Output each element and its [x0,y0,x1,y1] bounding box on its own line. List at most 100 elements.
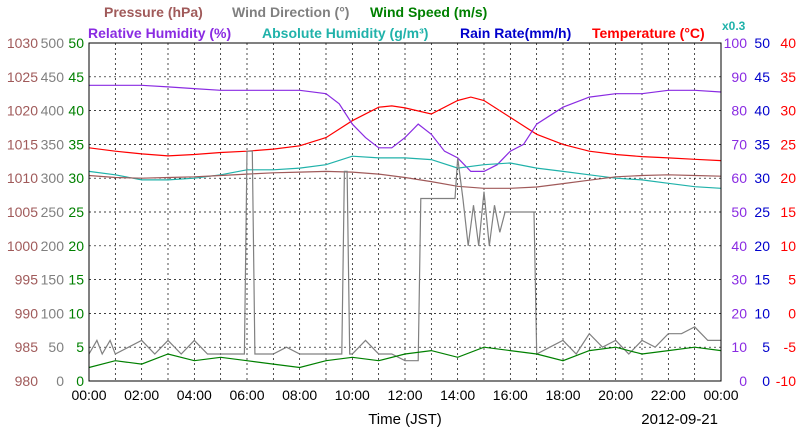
y-tick-temperature: 25 [780,136,796,152]
y-tick-wind-direction: 500 [41,35,65,51]
y-tick-wind-speed: 45 [68,69,84,85]
y-tick-humidity: 40 [731,238,747,254]
y-tick-pressure: 995 [15,272,39,288]
y-tick-pressure: 1015 [7,136,38,152]
x-tick-label: 02:00 [124,387,159,403]
y-tick-rain-rate: 5 [762,339,770,355]
y-tick-wind-direction: 200 [41,238,65,254]
y-tick-temperature: 40 [780,35,796,51]
legend-wind-speed: Wind Speed (m/s) [370,4,487,20]
x-tick-label: 16:00 [493,387,528,403]
y-tick-wind-speed: 10 [68,305,84,321]
series-line-wind-direction [88,150,721,362]
y-tick-temperature: -10 [776,373,796,389]
y-tick-temperature: 0 [788,305,796,321]
y-tick-wind-direction: 150 [41,272,65,288]
y-tick-wind-speed: 20 [68,238,84,254]
y-tick-wind-speed: 15 [68,272,84,288]
y-tick-humidity: 20 [731,305,747,321]
series-line-wind-speed-m-s [88,346,722,369]
y-tick-pressure: 1025 [7,69,38,85]
x-tick-label: 04:00 [177,387,212,403]
legend: Pressure (hPa) Wind Direction (°) Wind S… [88,4,746,41]
x-tick-label: 08:00 [282,387,317,403]
y-tick-temperature: 15 [780,204,796,220]
y-tick-wind-direction: 100 [41,305,65,321]
y-tick-rain-rate: 10 [754,305,770,321]
y-tick-pressure: 1030 [7,35,38,51]
legend-rain-rate: Rain Rate(mm/h) [460,25,571,41]
y-tick-rain-rate: 50 [754,35,770,51]
y-tick-wind-direction: 250 [41,204,65,220]
y-tick-humidity: 80 [731,103,747,119]
y-tick-pressure: 980 [15,373,39,389]
y-tick-rain-rate: 25 [754,204,770,220]
y-axes: 1030102510201015101010051000995990985980… [7,35,796,389]
series [88,84,722,369]
x-tick-label: 00:00 [703,387,738,403]
y-tick-wind-direction: 0 [56,373,64,389]
x-axis: 00:00 02:00 04:00 06:00 08:00 10:00 12:00 14:00… [71,387,738,403]
y-tick-wind-speed: 35 [68,136,84,152]
y-tick-rain-rate: 15 [754,272,770,288]
y-tick-wind-speed: 50 [68,35,84,51]
series-line-temperature-c [88,96,722,162]
y-tick-pressure: 1010 [7,170,38,186]
x-tick-label: 06:00 [229,387,264,403]
y-tick-temperature: 20 [780,170,796,186]
y-tick-wind-speed: 25 [68,204,84,220]
plot-frame [88,42,722,382]
y-tick-temperature: -5 [784,339,797,355]
x-tick-label: 12:00 [387,387,422,403]
x-tick-label: 10:00 [335,387,370,403]
y-tick-rain-rate: 0 [762,373,770,389]
y-tick-rain-rate: 40 [754,103,770,119]
scale-note: x0.3 [722,19,746,33]
y-tick-humidity: 70 [731,136,747,152]
x-axis-label: Time (JST) [368,411,442,428]
y-tick-rain-rate: 30 [754,170,770,186]
grid [89,43,721,381]
y-tick-rain-rate: 35 [754,136,770,152]
y-tick-humidity: 60 [731,170,747,186]
legend-temperature: Temperature (°C) [592,25,705,41]
y-tick-temperature: 5 [788,272,796,288]
y-tick-wind-speed: 0 [76,373,84,389]
legend-absolute-humidity: Absolute Humidity (g/m³) [262,25,428,41]
x-tick-label: 14:00 [440,387,475,403]
y-tick-wind-direction: 300 [41,170,65,186]
y-tick-humidity: 0 [739,373,747,389]
y-tick-humidity: 30 [731,272,747,288]
series-line-pressure-hpa [88,170,722,189]
y-tick-humidity: 90 [731,69,747,85]
y-tick-pressure: 1000 [7,238,38,254]
y-tick-wind-direction: 400 [41,103,65,119]
legend-relative-humidity: Relative Humidity (%) [88,25,231,41]
y-tick-temperature: 30 [780,103,796,119]
series-line-absolute-humidity-g-m [88,155,722,189]
series-line-relative-humidity [89,84,722,172]
y-tick-humidity: 50 [731,204,747,220]
x-tick-label: 18:00 [545,387,580,403]
y-tick-temperature: 10 [780,238,796,254]
y-tick-rain-rate: 20 [754,238,770,254]
y-tick-wind-direction: 450 [41,69,65,85]
y-tick-wind-speed: 30 [68,170,84,186]
x-tick-label: 00:00 [71,387,106,403]
y-tick-wind-direction: 350 [41,136,65,152]
y-tick-humidity: 100 [724,35,748,51]
y-tick-humidity: 10 [731,339,747,355]
legend-pressure: Pressure (hPa) [104,4,203,20]
y-tick-temperature: 35 [780,69,796,85]
y-tick-wind-speed: 40 [68,103,84,119]
x-tick-label: 20:00 [598,387,633,403]
y-tick-pressure: 1020 [7,103,38,119]
y-tick-pressure: 1005 [7,204,38,220]
x-tick-label: 22:00 [651,387,686,403]
legend-wind-direction: Wind Direction (°) [232,4,349,20]
y-tick-wind-speed: 5 [76,339,84,355]
y-tick-pressure: 985 [15,339,39,355]
y-tick-rain-rate: 45 [754,69,770,85]
y-tick-pressure: 990 [15,305,39,321]
